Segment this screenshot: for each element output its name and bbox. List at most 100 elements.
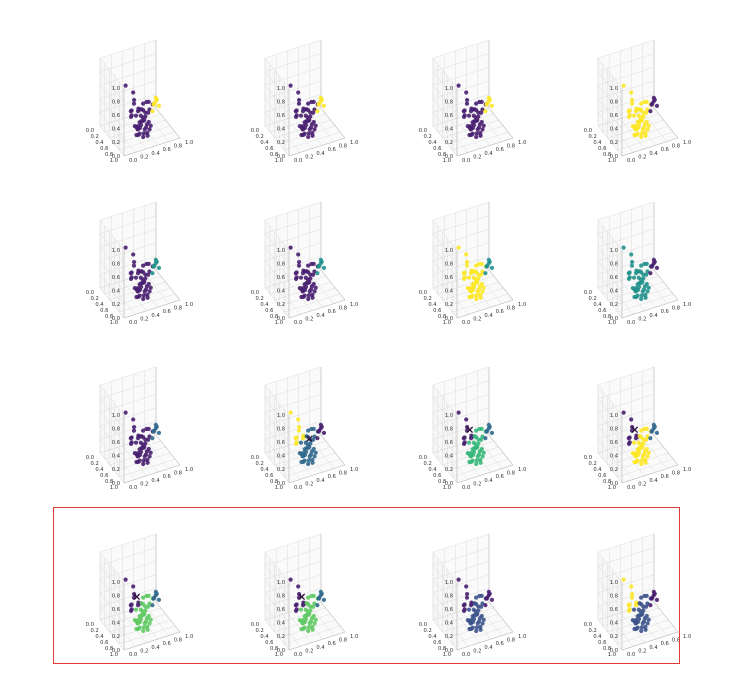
scatter-point [147, 289, 152, 294]
scatter-point [639, 101, 644, 106]
y-tick-label: 1.0 [350, 302, 358, 308]
scatter-point [646, 617, 651, 622]
x-tick-label: 0.6 [598, 308, 606, 314]
scatter-point [629, 101, 635, 106]
y-tick-label: 0.8 [339, 144, 347, 150]
scatter-point [648, 271, 653, 276]
z-tick-label: 0.6 [610, 607, 618, 613]
scatter-point [307, 117, 312, 123]
z-tick-label: 0.2 [445, 302, 453, 308]
x-tick-label: 0.8 [270, 152, 278, 158]
scatter-point [472, 616, 477, 621]
x-tick-label: 0.8 [270, 646, 278, 652]
y-tick-label: 0.2 [638, 481, 646, 487]
x-tick-label: 0.6 [265, 146, 273, 152]
scatter-point [475, 611, 480, 617]
y-tick-label: 0.2 [638, 648, 646, 654]
y-tick-label: 0.0 [627, 652, 635, 658]
scatter-point [288, 577, 293, 582]
scatter-point [461, 271, 466, 276]
y-tick-label: 1.0 [185, 467, 193, 473]
y-tick-label: 1.0 [518, 302, 526, 308]
x-tick-label: 0.6 [433, 146, 441, 152]
scatter-point [474, 458, 479, 463]
scatter-point [306, 428, 311, 433]
scatter-point [312, 289, 317, 294]
x-tick-label: 0.4 [95, 140, 104, 146]
scatter-point [474, 428, 479, 433]
scatter-point [146, 426, 151, 431]
scatter-point [654, 597, 660, 602]
scatter-point [639, 428, 644, 433]
scatter3d-svg: 0.00.20.40.60.81.00.00.20.40.60.81.0 0.00… [419, 366, 526, 491]
y-tick-label: 0.0 [129, 485, 137, 491]
scatter-point [141, 134, 146, 140]
scatter-point [154, 97, 159, 102]
z-tick-label: 0.6 [445, 275, 453, 281]
scatter-point [474, 293, 479, 298]
y-tick-label: 0.8 [174, 306, 182, 312]
scatter-point [154, 259, 159, 264]
centroid-x-marker [466, 426, 474, 434]
scatter-point [134, 132, 139, 138]
scatter-point [141, 625, 146, 630]
scatter-point [143, 452, 149, 457]
scatter-point [479, 261, 484, 266]
scatter-point [464, 584, 469, 589]
scatter-point [311, 426, 316, 431]
y-tick-label: 0.6 [163, 147, 171, 153]
scatter-point [131, 101, 137, 106]
scatter-point [476, 125, 482, 130]
x-tick-label: 0.8 [270, 479, 278, 485]
y-tick-label: 0.8 [672, 306, 680, 312]
scatter-point [310, 460, 315, 465]
z-tick-label: 1.0 [112, 580, 120, 586]
axis-lines [123, 40, 181, 157]
scatter-point [487, 424, 492, 429]
scatter-point [306, 134, 311, 140]
scatter-point [294, 275, 299, 280]
scatter-point [641, 114, 646, 119]
axis-lines [288, 40, 346, 157]
y-tick-label: 0.6 [163, 309, 171, 315]
scatter-point [129, 607, 134, 612]
x-tick-label: 0.8 [603, 646, 611, 652]
y-tick-label: 0.6 [661, 641, 669, 647]
scatter3d-svg: 0.00.20.40.60.81.00.00.20.40.60.81.0 0.00… [584, 366, 691, 491]
z-tick-label: 0.0 [610, 154, 618, 160]
y-tick-label: 0.2 [305, 481, 313, 487]
scatter3d-panel-r3-c4: 0.0 0.2 0.4 0.6 0.8 1.0 0.0 0.2 0.4 0.6 0.8 1.0 0.0 0… [550, 345, 725, 505]
scatter-point [621, 577, 626, 582]
y-tick-label: 0.2 [305, 648, 313, 654]
y-tick-label: 0.6 [496, 147, 504, 153]
scatter-point [308, 114, 313, 119]
scatter-point [123, 245, 128, 250]
scatter-point [316, 595, 322, 601]
scatter-point [639, 131, 644, 136]
y-tick-label: 0.6 [328, 309, 336, 315]
scatter-point [307, 611, 312, 617]
y-tick-label: 0.0 [627, 320, 635, 326]
x-tick-label: 0.4 [95, 634, 104, 640]
scatter-point [306, 293, 311, 298]
scatter-point [298, 607, 304, 612]
x-tick-label: 0.4 [593, 302, 602, 308]
y-tick-label: 1.0 [350, 467, 358, 473]
scatter-point [639, 293, 644, 298]
y-tick-label: 1.0 [518, 467, 526, 473]
scatter-point [474, 625, 479, 630]
z-tick-label: 0.2 [445, 634, 453, 640]
scatter-point [476, 619, 482, 624]
scatter3d-panel-r4-c1: 0.0 0.2 0.4 0.6 0.8 1.0 0.0 0.2 0.4 0.6 0.8 1.0 0.0 0… [52, 512, 227, 672]
scatter-point [319, 259, 324, 264]
scatter-point [641, 437, 646, 442]
scatter-point [156, 597, 162, 602]
scatter-point [150, 109, 155, 114]
scatter-point [151, 263, 157, 269]
scatter-point [474, 131, 479, 136]
scatter-point [466, 440, 472, 445]
scatter-point [641, 276, 646, 281]
scatter-point [139, 449, 144, 454]
scatter-point [156, 103, 162, 108]
z-tick-label: 0.8 [610, 426, 618, 432]
